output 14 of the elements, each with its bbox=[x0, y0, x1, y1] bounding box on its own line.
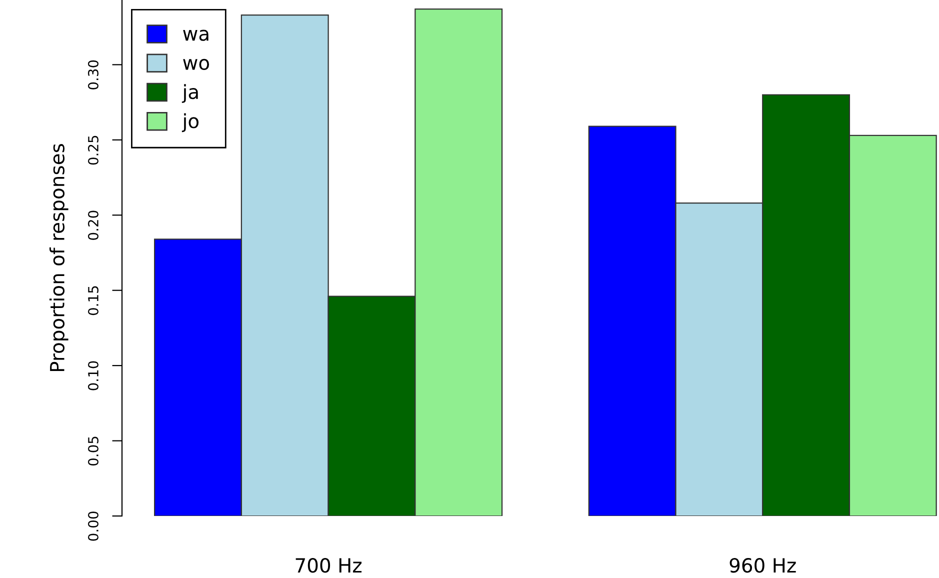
y-axis-title: Proportion of responses bbox=[49, 144, 68, 372]
y-tick-label: 0.15 bbox=[88, 286, 98, 316]
y-tick-label: 0.30 bbox=[88, 60, 98, 90]
legend-label: jo bbox=[182, 113, 199, 132]
y-tick-label: 0.00 bbox=[88, 512, 98, 541]
legend-label: ja bbox=[182, 84, 198, 103]
legend-label: wa bbox=[183, 30, 208, 41]
y-tick-label: 0.25 bbox=[88, 136, 98, 165]
x-tick-label: 960 Hz bbox=[730, 558, 796, 573]
y-tick-label: 0.10 bbox=[88, 361, 98, 390]
y-tick-label: 0.05 bbox=[88, 436, 98, 466]
legend-label: wo bbox=[183, 58, 210, 70]
y-tick-label: 0.20 bbox=[88, 210, 98, 240]
x-tick-label: 700 Hz bbox=[296, 558, 362, 573]
